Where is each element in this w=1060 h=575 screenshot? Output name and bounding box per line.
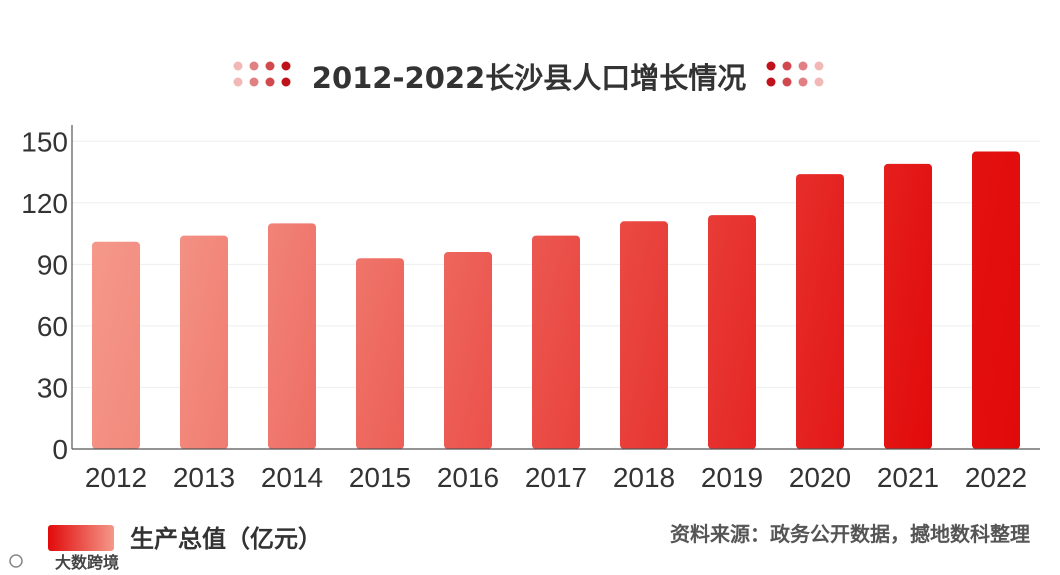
x-tick-label: 2014 bbox=[261, 462, 323, 493]
x-tick-label: 2012 bbox=[85, 462, 147, 493]
title-dot bbox=[249, 61, 259, 71]
source-note: 资料来源：政务公开数据，撼地数科整理 bbox=[670, 522, 1030, 546]
bar-2015 bbox=[356, 258, 404, 449]
y-tick-label: 90 bbox=[37, 249, 68, 280]
bar-2014 bbox=[268, 223, 316, 449]
bar-2018 bbox=[620, 221, 668, 449]
title-dot bbox=[265, 77, 275, 87]
watermark-icon bbox=[9, 554, 23, 568]
x-tick-label: 2018 bbox=[613, 462, 675, 493]
title-dot bbox=[782, 77, 792, 87]
title-dot bbox=[281, 77, 291, 87]
bar-2013 bbox=[180, 235, 228, 449]
bar-2017 bbox=[532, 235, 580, 449]
x-tick-label: 2021 bbox=[877, 462, 939, 493]
y-tick-label: 120 bbox=[21, 188, 68, 219]
x-tick-label: 2019 bbox=[701, 462, 763, 493]
y-tick-label: 0 bbox=[52, 434, 68, 465]
title-dot bbox=[233, 77, 243, 87]
bar-2016 bbox=[444, 252, 492, 449]
title-dot bbox=[233, 61, 243, 71]
bar-2012 bbox=[92, 241, 140, 449]
title-dot bbox=[281, 61, 291, 71]
y-axis: 0 30 60 90 120 150 bbox=[21, 125, 73, 465]
chart-title: 2012-2022长沙县人口增长情况 bbox=[312, 61, 746, 95]
title-dot bbox=[814, 61, 824, 71]
legend-swatch bbox=[48, 525, 114, 551]
x-tick-label: 2017 bbox=[525, 462, 587, 493]
y-tick-label: 30 bbox=[37, 372, 68, 403]
title-dot bbox=[766, 77, 776, 87]
bar-2019 bbox=[708, 215, 756, 449]
title-dot bbox=[814, 77, 824, 87]
x-tick-label: 2022 bbox=[965, 462, 1027, 493]
x-tick-label: 2016 bbox=[437, 462, 499, 493]
y-tick-label: 60 bbox=[37, 311, 68, 342]
x-axis: 2012 2013 2014 2015 2016 2017 2018 2019 2020 2021… bbox=[72, 448, 1040, 493]
bar-2020 bbox=[796, 174, 844, 450]
title-dot bbox=[249, 77, 259, 87]
x-tick-label: 2013 bbox=[173, 462, 235, 493]
watermark-text: 大数跨境 bbox=[55, 553, 119, 572]
watermark-logo: 大数跨境 bbox=[9, 553, 119, 572]
bar-2022 bbox=[972, 151, 1020, 450]
bar-2021 bbox=[884, 163, 932, 449]
y-tick-label: 150 bbox=[21, 126, 68, 157]
title-dot bbox=[798, 61, 808, 71]
title-decoration-right bbox=[766, 61, 824, 87]
x-tick-label: 2015 bbox=[349, 462, 411, 493]
title-dot bbox=[766, 61, 776, 71]
title-decoration-left bbox=[233, 61, 291, 87]
legend-label: 生产总值（亿元） bbox=[130, 525, 322, 553]
title-dot bbox=[782, 61, 792, 71]
title-dot bbox=[265, 61, 275, 71]
bar-series bbox=[92, 151, 1020, 450]
title-dot bbox=[798, 77, 808, 87]
x-tick-label: 2020 bbox=[789, 462, 851, 493]
